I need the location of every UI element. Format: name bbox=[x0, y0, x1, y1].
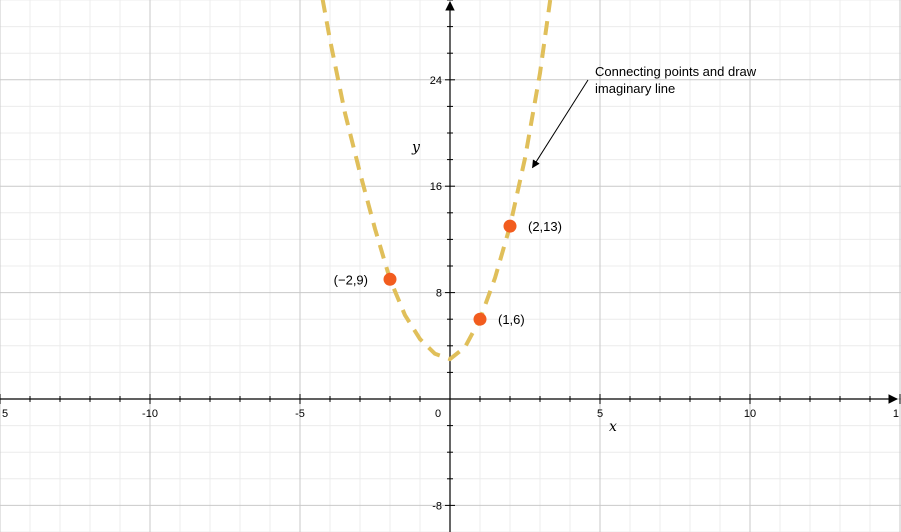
data-point bbox=[383, 272, 397, 286]
y-tick-label: 16 bbox=[430, 181, 442, 193]
point-layer: (−2,9) (1,6) (2,13) bbox=[334, 219, 562, 327]
x-tick-label: -10 bbox=[142, 408, 158, 420]
dashed-curve bbox=[320, 0, 553, 362]
x-tick-label: 0 bbox=[435, 408, 441, 420]
x-tick-label: 5 bbox=[597, 408, 603, 420]
annotation-arrow bbox=[532, 79, 589, 169]
y-tick-label: 24 bbox=[430, 75, 442, 87]
point-label: (2,13) bbox=[528, 219, 562, 234]
annotation-layer: Connecting points and draw imaginary line bbox=[532, 64, 757, 169]
annotation-text: imaginary line bbox=[595, 81, 675, 96]
point-label: (−2,9) bbox=[334, 272, 368, 287]
x-axis-label: x bbox=[609, 419, 617, 435]
data-point bbox=[473, 312, 487, 326]
tick-labels: -10 -5 0 5 10 5 1 -8 8 16 24 x y bbox=[2, 75, 899, 513]
y-tick-label: 8 bbox=[436, 288, 442, 300]
curve-layer bbox=[320, 0, 553, 362]
x-tick-label: 10 bbox=[744, 408, 756, 420]
data-point bbox=[503, 219, 517, 233]
x-tick-label-left-edge: 5 bbox=[2, 408, 8, 420]
y-tick-label: -8 bbox=[432, 500, 442, 512]
x-tick-label-right-edge: 1 bbox=[893, 408, 899, 420]
x-tick-label: -5 bbox=[295, 408, 305, 420]
annotation-text: Connecting points and draw bbox=[595, 64, 757, 79]
y-axis-label: y bbox=[411, 140, 421, 156]
point-label: (1,6) bbox=[498, 312, 525, 327]
axis-ticks bbox=[0, 0, 901, 506]
